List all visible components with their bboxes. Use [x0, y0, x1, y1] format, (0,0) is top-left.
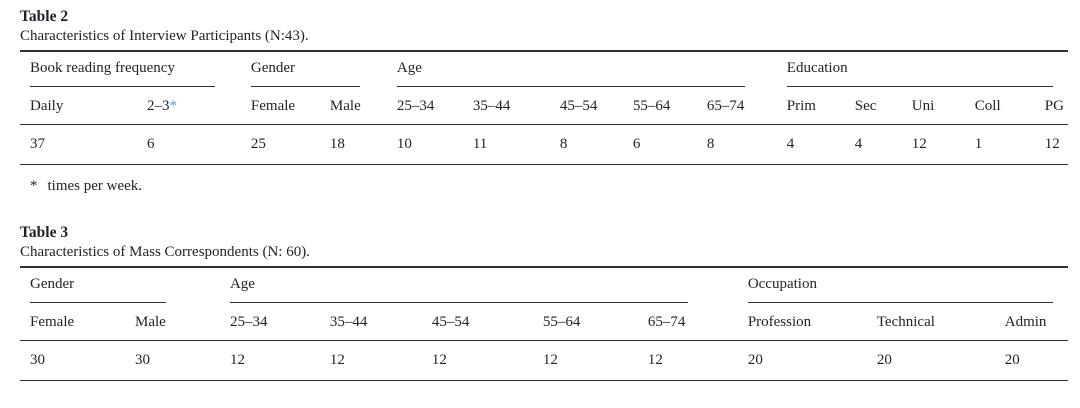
value-age-55-64: 6	[622, 124, 697, 165]
group-underline: Age	[229, 275, 688, 303]
value-pg: 12	[1034, 124, 1068, 165]
footnote-text: times per week.	[47, 178, 143, 194]
table3-group-header-row: Gender Age Occupation	[20, 267, 1068, 303]
value-age-35-44: 12	[319, 340, 422, 381]
group-underline: Gender	[30, 275, 166, 303]
footnote-reference-marker: *	[169, 98, 177, 114]
table2: Book reading frequency Gender Age Educat…	[20, 50, 1068, 165]
header-uni: Uni	[901, 87, 965, 125]
value-age-65-74: 12	[637, 340, 738, 381]
header-male: Male	[319, 87, 387, 125]
group-header-age: Age	[220, 267, 738, 303]
table2-footnote: * times per week.	[20, 177, 1068, 196]
header-2-3-label: 2–3	[146, 98, 170, 114]
table2-section: Table 2 Characteristics of Interview Par…	[20, 7, 1068, 196]
table3-section: Table 3 Characteristics of Mass Correspo…	[20, 223, 1068, 381]
table3-title: Table 3	[20, 224, 69, 241]
header-male: Male	[125, 303, 220, 341]
header-daily: Daily	[20, 87, 137, 125]
value-female: 30	[20, 340, 125, 381]
header-age-45-54: 45–54	[549, 87, 623, 125]
group-header-gender: Gender	[241, 51, 387, 87]
group-underline: Education	[786, 59, 1053, 87]
value-age-65-74: 8	[696, 124, 777, 165]
header-2-3: 2–3*	[136, 87, 241, 125]
value-admin: 20	[994, 340, 1068, 381]
footnote-marker: *	[30, 178, 38, 194]
header-age-55-64: 55–64	[532, 303, 638, 341]
header-pg: PG	[1034, 87, 1068, 125]
header-age-45-54: 45–54	[421, 303, 533, 341]
value-age-45-54: 8	[549, 124, 623, 165]
header-age-25-34: 25–34	[386, 87, 463, 125]
table2-title: Table 2	[20, 8, 69, 25]
group-header-book-reading-frequency: Book reading frequency	[20, 51, 241, 87]
value-age-45-54: 12	[421, 340, 533, 381]
group-underline: Age	[396, 59, 745, 87]
value-sec: 4	[844, 124, 902, 165]
value-age-25-34: 10	[386, 124, 463, 165]
group-header-age: Age	[387, 51, 777, 87]
group-underline: Occupation	[747, 275, 1053, 303]
value-profession: 20	[737, 340, 867, 381]
value-age-55-64: 12	[532, 340, 638, 381]
group-header-occupation: Occupation	[738, 267, 1068, 303]
header-age-65-74: 65–74	[696, 87, 777, 125]
group-header-education: Education	[777, 51, 1068, 87]
table2-column-header-row: Daily 2–3* Female Male 25–34 35–44 45–54…	[20, 87, 1068, 125]
group-header-gender: Gender	[20, 267, 220, 303]
value-prim: 4	[776, 124, 845, 165]
header-female: Female	[240, 87, 320, 125]
header-coll: Coll	[964, 87, 1035, 125]
header-age-35-44: 35–44	[462, 87, 550, 125]
header-technical: Technical	[866, 303, 995, 341]
value-technical: 20	[866, 340, 995, 381]
value-male: 30	[125, 340, 220, 381]
table3-data-row: 30 30 12 12 12 12 12 20 20 20	[20, 340, 1068, 381]
header-profession: Profession	[737, 303, 867, 341]
value-coll: 1	[964, 124, 1035, 165]
table3-caption: Characteristics of Mass Correspondents (…	[20, 244, 310, 260]
value-age-25-34: 12	[219, 340, 320, 381]
value-uni: 12	[901, 124, 965, 165]
group-underline: Book reading frequency	[30, 59, 215, 87]
value-male: 18	[319, 124, 387, 165]
header-age-65-74: 65–74	[637, 303, 738, 341]
table2-data-row: 37 6 25 18 10 11 8 6 8 4 4 12 1 12	[20, 124, 1068, 165]
table2-caption: Characteristics of Interview Participant…	[20, 28, 309, 44]
value-2-3: 6	[136, 124, 241, 165]
header-age-55-64: 55–64	[622, 87, 697, 125]
value-daily: 37	[20, 124, 137, 165]
table2-group-header-row: Book reading frequency Gender Age Educat…	[20, 51, 1068, 87]
header-age-25-34: 25–34	[219, 303, 320, 341]
header-admin: Admin	[994, 303, 1068, 341]
value-age-35-44: 11	[462, 124, 550, 165]
header-female: Female	[20, 303, 125, 341]
table3: Gender Age Occupation Female Male 25–34 …	[20, 266, 1068, 381]
group-underline: Gender	[250, 59, 360, 87]
value-female: 25	[240, 124, 320, 165]
header-prim: Prim	[776, 87, 845, 125]
header-sec: Sec	[844, 87, 902, 125]
table3-column-header-row: Female Male 25–34 35–44 45–54 55–64 65–7…	[20, 303, 1068, 341]
header-age-35-44: 35–44	[319, 303, 422, 341]
